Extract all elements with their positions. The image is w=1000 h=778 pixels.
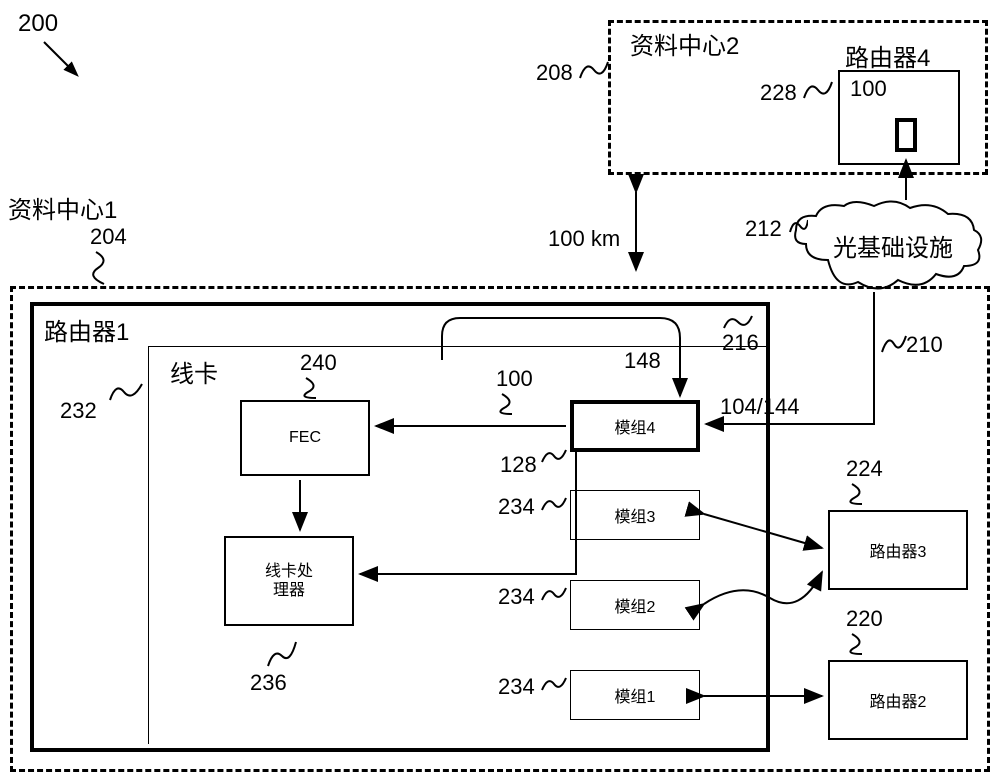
squiggle-224 xyxy=(846,482,878,506)
lcproc-box: 线卡处 理器 xyxy=(224,536,354,626)
router2-box: 路由器2 xyxy=(828,660,968,740)
ref-240: 240 xyxy=(300,350,337,376)
squiggle-210 xyxy=(880,332,908,356)
ref-104-144: 104/144 xyxy=(720,394,800,420)
router2-text: 路由器2 xyxy=(870,688,927,712)
squiggle-208 xyxy=(578,58,610,82)
module4-text: 模组4 xyxy=(615,414,656,438)
squiggle-100b xyxy=(496,392,528,416)
lcproc-l1: 线卡处 xyxy=(265,562,313,581)
dc1-label: 资料中心1 xyxy=(8,190,117,225)
ref-128: 128 xyxy=(500,452,537,478)
squiggle-234c xyxy=(540,674,568,694)
ref-204: 204 xyxy=(90,224,127,250)
dc2-label: 资料中心2 xyxy=(630,26,739,61)
ref-236: 236 xyxy=(250,670,287,696)
squiggle-128 xyxy=(540,446,568,466)
squiggle-232 xyxy=(108,380,144,404)
ref-212: 212 xyxy=(745,216,782,242)
router1-label: 路由器1 xyxy=(44,312,129,347)
module1-text: 模组1 xyxy=(615,683,656,707)
ref-210: 210 xyxy=(906,332,943,358)
module1-box: 模组1 xyxy=(570,670,700,720)
module4-box: 模组4 xyxy=(570,400,700,452)
ref-100a: 100 xyxy=(850,76,887,102)
ref-100b: 100 xyxy=(496,366,533,392)
ref-234b: 234 xyxy=(498,584,535,610)
linecard-label: 线卡 xyxy=(170,354,218,389)
module3-box: 模组3 xyxy=(570,490,700,540)
module2-text: 模组2 xyxy=(615,593,656,617)
router4-label: 路由器4 xyxy=(845,38,930,73)
ref-234a: 234 xyxy=(498,494,535,520)
squiggle-216 xyxy=(722,312,754,332)
ref-100km: 100 km xyxy=(548,226,620,252)
router3-box: 路由器3 xyxy=(828,510,968,590)
squiggle-236 xyxy=(266,638,298,668)
ref-220: 220 xyxy=(846,606,883,632)
router3-text: 路由器3 xyxy=(870,538,927,562)
squiggle-212 xyxy=(788,216,808,236)
module3-text: 模组3 xyxy=(615,503,656,527)
squiggle-234a xyxy=(540,494,568,514)
fec-box: FEC xyxy=(240,400,370,476)
ref-232: 232 xyxy=(60,398,97,424)
squiggle-240 xyxy=(300,376,332,400)
ref-148: 148 xyxy=(624,348,661,374)
arrow-200 xyxy=(40,38,90,88)
squiggle-220 xyxy=(846,632,878,656)
infra-line1: 光基础设施 xyxy=(833,235,953,262)
lcproc-l2: 理器 xyxy=(273,581,305,600)
ref-228: 228 xyxy=(760,80,797,106)
ref-208: 208 xyxy=(536,60,573,86)
infra-text: 光基础设施 xyxy=(808,228,978,263)
router4-chip xyxy=(895,118,917,152)
squiggle-234b xyxy=(540,584,568,604)
ref-224: 224 xyxy=(846,456,883,482)
fec-text: FEC xyxy=(289,429,321,447)
module2-box: 模组2 xyxy=(570,580,700,630)
squiggle-204 xyxy=(90,250,122,286)
squiggle-228 xyxy=(802,78,834,102)
ref-200: 200 xyxy=(18,10,58,38)
ref-216: 216 xyxy=(722,330,759,356)
ref-234c: 234 xyxy=(498,674,535,700)
